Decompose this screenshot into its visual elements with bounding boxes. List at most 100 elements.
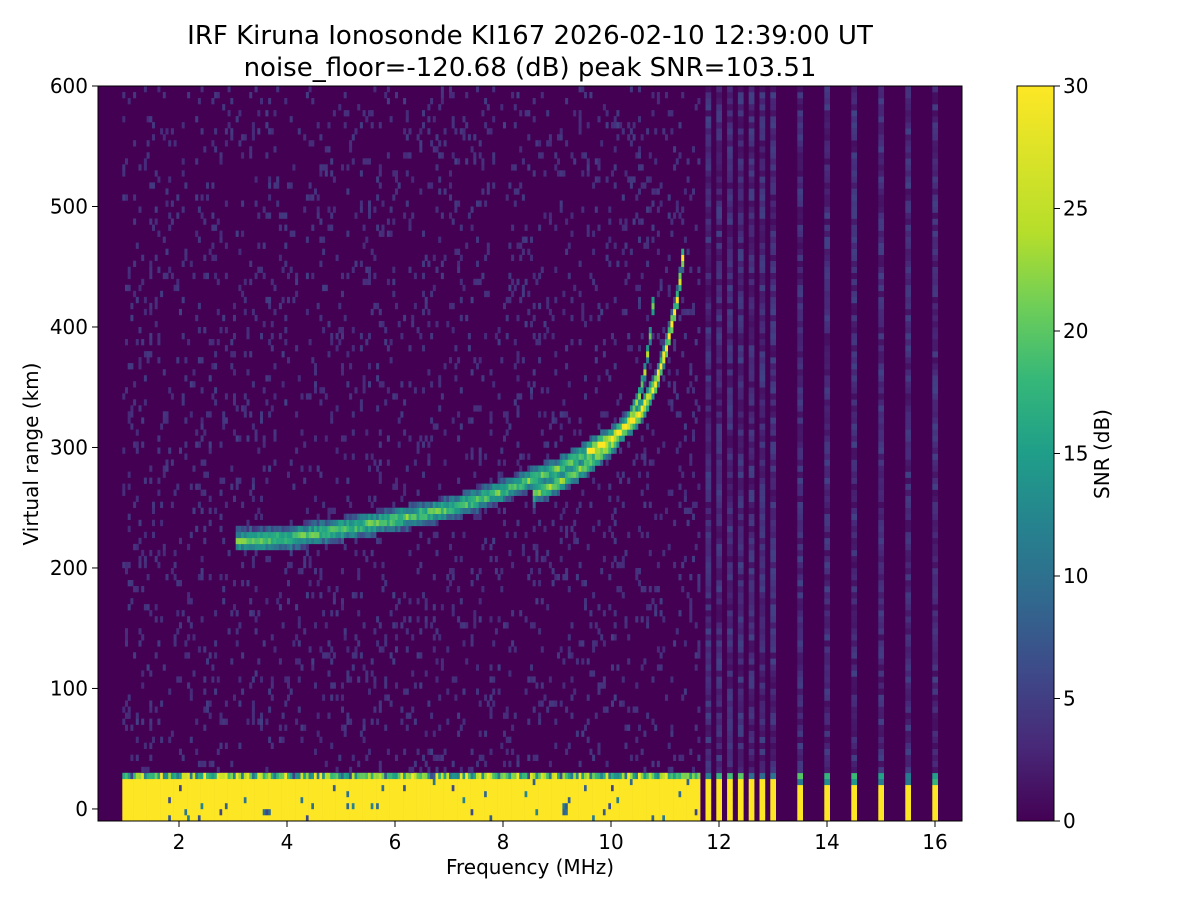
heatmap-cell [346,712,350,719]
heatmap-cell [562,802,566,810]
heatmap-cell [530,471,533,478]
heatmap-cell [292,815,296,822]
heatmap-cell [135,718,139,725]
heatmap-cell [257,802,261,810]
heatmap-cell [481,158,485,165]
heatmap-cell [484,254,488,261]
heatmap-cell [392,592,396,599]
heatmap-cell [613,447,617,454]
heatmap-cell [451,116,455,123]
heatmap-cell [648,152,652,159]
heatmap-cell [362,772,366,780]
heatmap-cell [157,802,161,810]
heatmap-cell [586,784,590,792]
heatmap-cell [143,784,147,792]
heatmap-cell [624,809,628,816]
heatmap-cell [594,158,598,165]
heatmap-cell [629,140,633,147]
heatmap-cell [470,224,474,231]
heatmap-cell [665,802,668,810]
heatmap-cell [343,634,347,641]
heatmap-cell [486,784,490,792]
heatmap-cell [481,802,485,810]
heatmap-cell [654,375,658,382]
heatmap-cell [683,796,687,804]
heatmap-cell [327,146,331,153]
heatmap-cell [689,598,693,605]
heatmap-cell [465,314,469,322]
heatmap-cell [559,483,563,490]
heatmap-cell [211,393,215,400]
heatmap-cell [613,802,617,810]
heatmap-cell [316,531,320,539]
heatmap-cell [621,224,625,231]
heatmap-cell [378,321,382,328]
heatmap-cell [559,646,563,653]
heatmap-cell [370,784,374,792]
heatmap-cell [297,802,301,810]
heatmap-cell [332,815,336,822]
heatmap-cell [395,815,398,822]
heatmap-cell [648,586,652,593]
heatmap-cell [640,333,644,340]
heatmap-cell [594,778,598,786]
heatmap-cell [230,610,234,617]
heatmap-cell [692,796,695,804]
heatmap-cell [230,772,234,780]
heatmap-cell [459,495,463,502]
heatmap-cell [619,809,623,816]
heatmap-cell [432,646,436,653]
heatmap-cell [489,706,493,713]
heatmap-cell [559,453,563,460]
heatmap-cell [157,815,161,822]
heatmap-cell [624,549,628,557]
heatmap-cell [203,784,207,792]
heatmap-cell [416,134,420,141]
heatmap-cell [122,784,126,792]
heatmap-cell [427,116,431,123]
heatmap-cell [646,260,650,267]
heatmap-cell [311,778,315,786]
heatmap-cell [314,802,317,810]
heatmap-cell [584,815,587,822]
heatmap-cell [530,465,533,472]
heatmap-cell [481,110,485,117]
heatmap-cell [278,592,282,599]
heatmap-cell [683,640,687,647]
heatmap-cell [681,351,685,358]
heatmap-cell [500,477,504,484]
heatmap-cell [632,405,636,412]
heatmap-cell [562,778,566,786]
heatmap-cell [565,574,569,581]
heatmap-cell [278,604,282,611]
heatmap-cell [305,272,309,280]
heatmap-cell [386,748,390,755]
heatmap-cell [651,676,655,683]
heatmap-cell [592,447,596,454]
heatmap-cell [527,290,531,298]
heatmap-cell [705,152,712,159]
heatmap-cell [370,501,374,508]
heatmap-cell [608,453,612,460]
heatmap-cell [457,730,461,737]
heatmap-cell [122,561,126,569]
heatmap-cell [716,580,722,587]
heatmap-cell [354,790,358,798]
heatmap-cell [440,152,444,159]
heatmap-cell [686,790,690,798]
heatmap-cell [459,778,463,786]
heatmap-cell [686,308,690,316]
heatmap-cell [254,670,258,677]
heatmap-cell [589,314,593,322]
heatmap-cell [330,772,334,780]
heatmap-cell [411,321,415,328]
heatmap-cell [181,784,185,792]
heatmap-cell [149,742,153,749]
heatmap-cell [575,471,579,478]
heatmap-cell [330,417,334,424]
heatmap-cell [346,670,350,677]
heatmap-cell [508,790,512,798]
heatmap-cell [408,266,412,273]
heatmap-cell [513,483,517,490]
heatmap-cell [168,736,172,743]
